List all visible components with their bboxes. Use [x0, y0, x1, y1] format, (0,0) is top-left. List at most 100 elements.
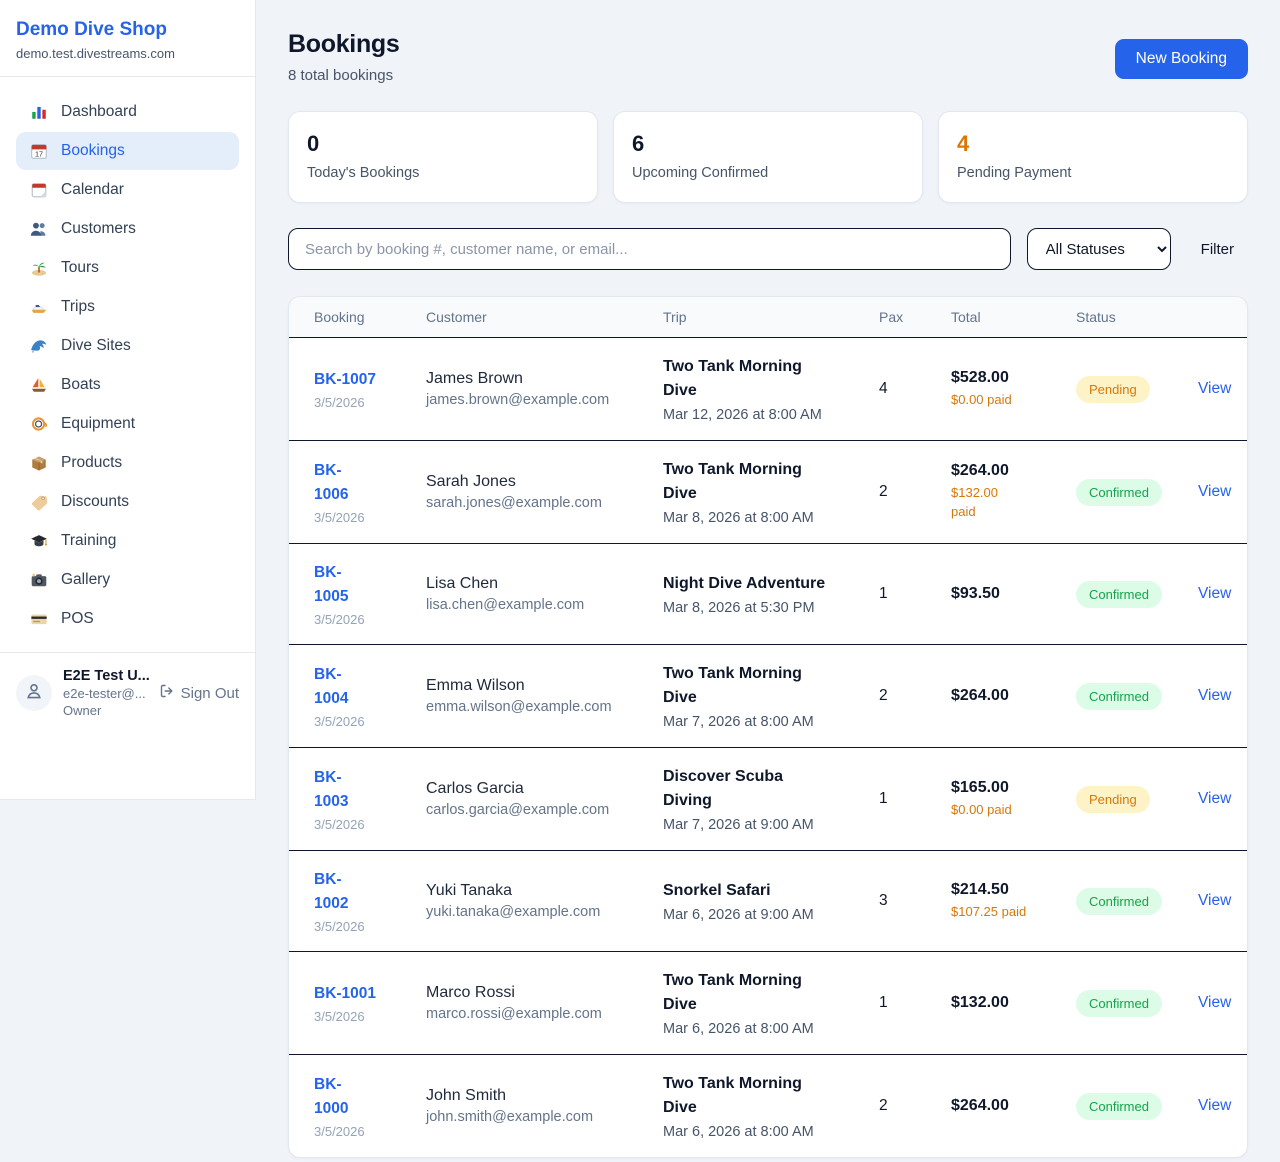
- new-booking-button[interactable]: New Booking: [1114, 39, 1248, 79]
- total-amount: $214.50: [951, 880, 1009, 898]
- total-amount: $528.00: [951, 368, 1009, 386]
- total-cell: $264.00 $132.00 paid: [949, 441, 1074, 544]
- stat-card-upcoming-confirmed: 6 Upcoming Confirmed: [613, 111, 923, 203]
- trip-cell: Two Tank Morning Dive Mar 7, 2026 at 8:00 …: [661, 645, 877, 748]
- sidebar-item-boats[interactable]: Boats: [16, 366, 239, 404]
- total-cell: $165.00 $0.00 paid: [949, 748, 1074, 851]
- sidebar-item-equipment[interactable]: Equipment: [16, 405, 239, 443]
- booking-link[interactable]: BK- 1000: [314, 1076, 349, 1118]
- view-link[interactable]: View: [1198, 585, 1232, 603]
- total-amount: $264.00: [951, 462, 1009, 480]
- trip-datetime: Mar 8, 2026 at 5:30 PM: [663, 600, 815, 617]
- total-cell: $214.50 $107.25 paid: [949, 851, 1074, 952]
- sidebar-item-calendar[interactable]: Calendar: [16, 171, 239, 209]
- booking-link[interactable]: BK- 1002: [314, 871, 349, 913]
- customer-cell: Emma Wilson emma.wilson@example.com: [424, 645, 661, 748]
- pax-cell: 1: [877, 952, 949, 1055]
- page-subtitle: 8 total bookings: [288, 67, 394, 84]
- sidebar-item-customers[interactable]: Customers: [16, 210, 239, 248]
- view-link[interactable]: View: [1198, 790, 1232, 808]
- table-row: BK- 1006 3/5/2026 Sarah Jones sarah.jones@ex…: [289, 441, 1247, 544]
- customer-email: john.smith@example.com: [426, 1109, 594, 1126]
- actions-cell: View: [1196, 851, 1247, 952]
- sidebar-item-label: Calendar: [61, 181, 124, 198]
- customer-cell: Carlos Garcia carlos.garcia@example.com: [424, 748, 661, 851]
- status-select[interactable]: All Statuses: [1026, 228, 1171, 270]
- booking-link[interactable]: BK- 1004: [314, 666, 349, 708]
- paid-amount: $0.00 paid: [951, 391, 1012, 407]
- pax-value: 1: [879, 790, 888, 808]
- sidebar-item-discounts[interactable]: Discounts: [16, 483, 239, 521]
- search-input[interactable]: [288, 228, 1011, 270]
- trip-datetime: Mar 6, 2026 at 8:00 AM: [663, 1124, 814, 1141]
- sign-out-button[interactable]: Sign Out: [159, 683, 239, 703]
- stat-value: 6: [632, 131, 645, 156]
- booking-link[interactable]: BK- 1005: [314, 564, 349, 606]
- col-header-total: Total: [949, 297, 1074, 338]
- booking-cell: BK- 1000 3/5/2026: [289, 1055, 424, 1157]
- trip-datetime: Mar 7, 2026 at 9:00 AM: [663, 817, 814, 834]
- sidebar-item-bookings[interactable]: 17 Bookings: [16, 132, 239, 170]
- status-cell: Pending: [1074, 748, 1196, 851]
- view-link[interactable]: View: [1198, 380, 1232, 397]
- stat-label: Pending Payment: [957, 165, 1072, 181]
- sidebar-item-gallery[interactable]: Gallery: [16, 561, 239, 599]
- sidebar-item-label: Customers: [61, 220, 136, 237]
- trip-name: Night Dive Adventure: [663, 575, 826, 593]
- pax-cell: 1: [877, 544, 949, 645]
- pax-cell: 1: [877, 748, 949, 851]
- booking-cell: BK- 1006 3/5/2026: [289, 441, 424, 544]
- booking-link[interactable]: BK-1001: [314, 985, 377, 1003]
- total-amount: $132.00: [951, 994, 1009, 1012]
- sidebar-item-label: Training: [61, 532, 117, 549]
- booking-link[interactable]: BK- 1003: [314, 769, 349, 811]
- view-link[interactable]: View: [1198, 483, 1232, 500]
- customer-name: Lisa Chen: [426, 575, 499, 593]
- sidebar-item-training[interactable]: Training: [16, 522, 239, 560]
- status-cell: Confirmed: [1074, 441, 1196, 544]
- status-badge: Pending: [1076, 375, 1150, 403]
- view-link[interactable]: View: [1198, 892, 1232, 910]
- table-header-row: Booking Customer Trip Pax Total Status: [289, 297, 1247, 338]
- view-link[interactable]: View: [1198, 1097, 1232, 1115]
- sidebar-item-dive-sites[interactable]: Dive Sites: [16, 327, 239, 365]
- wave-icon: [30, 337, 48, 355]
- sidebar-item-tours[interactable]: Tours: [16, 249, 239, 287]
- user-email: e2e-tester@...: [63, 686, 146, 701]
- actions-cell: View: [1196, 748, 1247, 851]
- sidebar-item-dashboard[interactable]: Dashboard: [16, 93, 239, 131]
- booking-link[interactable]: BK- 1006: [314, 461, 349, 503]
- customer-email: sarah.jones@example.com: [426, 495, 602, 511]
- table-row: BK- 1002 3/5/2026 Yuki Tanaka yuki.tanaka@ex…: [289, 851, 1247, 952]
- status-cell: Confirmed: [1074, 1055, 1196, 1157]
- pax-cell: 2: [877, 645, 949, 748]
- user-role: Owner: [63, 703, 102, 718]
- sidebar-item-products[interactable]: Products: [16, 444, 239, 482]
- total-amount: $165.00: [951, 778, 1009, 796]
- brand-block: Demo Dive Shop demo.test.divestreams.com: [0, 0, 255, 77]
- view-link[interactable]: View: [1198, 687, 1232, 705]
- pax-value: 1: [879, 994, 888, 1012]
- trip-datetime: Mar 6, 2026 at 8:00 AM: [663, 1021, 814, 1038]
- status-badge: Confirmed: [1076, 580, 1162, 608]
- trip-cell: Snorkel Safari Mar 6, 2026 at 9:00 AM: [661, 851, 877, 952]
- customer-cell: Lisa Chen lisa.chen@example.com: [424, 544, 661, 645]
- table-row: BK- 1004 3/5/2026 Emma Wilson emma.wilson@ex…: [289, 645, 1247, 748]
- page-header: Bookings 8 total bookings New Booking: [288, 30, 1248, 84]
- sidebar-item-pos[interactable]: POS: [16, 600, 239, 638]
- customer-email: carlos.garcia@example.com: [426, 802, 610, 819]
- sidebar-item-trips[interactable]: Trips: [16, 288, 239, 326]
- customer-name: Carlos Garcia: [426, 780, 524, 798]
- sidebar-item-label: Gallery: [61, 571, 111, 588]
- sidebar-item-label: Dive Sites: [61, 337, 131, 354]
- view-link[interactable]: View: [1198, 994, 1232, 1012]
- trip-cell: Two Tank Morning Dive Mar 8, 2026 at 8:00 …: [661, 441, 877, 544]
- grad-cap-icon: [30, 532, 48, 550]
- actions-cell: View: [1196, 645, 1247, 748]
- stat-card-pending-payment: 4 Pending Payment: [938, 111, 1248, 203]
- bar-chart-icon: [30, 103, 48, 121]
- booking-link[interactable]: BK-1007: [314, 370, 377, 388]
- filter-button[interactable]: Filter: [1187, 241, 1248, 258]
- trip-name: Two Tank Morning Dive: [663, 358, 802, 399]
- status-badge: Confirmed: [1076, 478, 1162, 506]
